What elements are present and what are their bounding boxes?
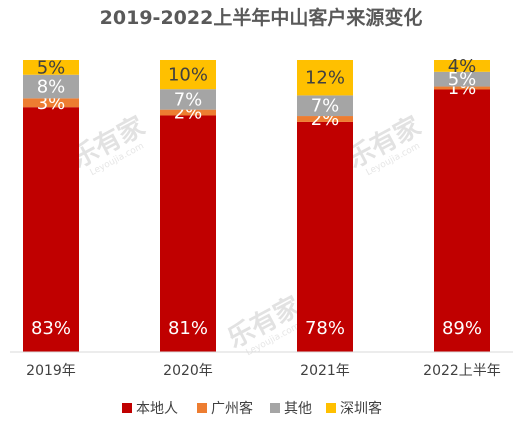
x-tick-2: 2021年 [300, 363, 350, 379]
bar-2-2 [297, 95, 353, 117]
bar-3-3 [434, 60, 490, 72]
legend-label-0: 本地人 [136, 401, 178, 417]
legend-swatch-0 [122, 403, 132, 413]
legend-swatch-2 [270, 403, 280, 413]
data-label-3-0: 5% [37, 57, 66, 78]
bar-0-0 [23, 107, 79, 352]
x-tick-0: 2019年 [26, 363, 76, 379]
legend-swatch-1 [197, 403, 207, 413]
bar-1-3 [434, 86, 490, 90]
x-axis-ticks: 2019年 2020年 2021年 2022上半年 [26, 363, 501, 379]
legend-swatch-3 [326, 403, 336, 413]
bar-1-0 [23, 98, 79, 108]
data-label-0-3: 89% [442, 318, 482, 339]
data-label-3-2: 12% [305, 68, 345, 89]
bar-3-1 [160, 60, 216, 90]
bar-3-0 [23, 60, 79, 75]
bar-0-1 [160, 115, 216, 352]
bar-2-0 [23, 74, 79, 99]
x-tick-3: 2022上半年 [423, 363, 501, 379]
data-label-2-1: 7% [174, 89, 203, 110]
data-label-0-2: 78% [305, 318, 345, 339]
bar-2-1 [160, 89, 216, 110]
bar-2-3 [434, 71, 490, 87]
x-tick-1: 2020年 [163, 363, 213, 379]
legend-label-3: 深圳客 [340, 400, 382, 417]
data-label-0-1: 81% [168, 318, 208, 339]
bar-1-2 [297, 116, 353, 122]
data-label-3-1: 10% [168, 65, 208, 86]
data-label-3-3: 4% [448, 56, 477, 77]
chart-title: 2019-2022上半年中山客户来源变化 [100, 6, 423, 29]
bar-3-2 [297, 60, 353, 96]
bars-group: 83%3%8%5%81%2%7%10%78%2%7%12%89%1%5%4% [23, 56, 490, 353]
legend-label-2: 其他 [284, 401, 312, 417]
data-label-0-0: 83% [31, 318, 71, 339]
bar-0-3 [434, 89, 490, 353]
legend: 本地人 广州客 其他 深圳客 [122, 400, 382, 417]
data-label-2-2: 7% [311, 96, 340, 117]
data-label-2-3: 5% [448, 69, 477, 90]
legend-label-1: 广州客 [211, 400, 253, 417]
bar-0-2 [297, 121, 353, 352]
bar-1-1 [160, 109, 216, 116]
data-label-2-0: 8% [37, 77, 66, 98]
